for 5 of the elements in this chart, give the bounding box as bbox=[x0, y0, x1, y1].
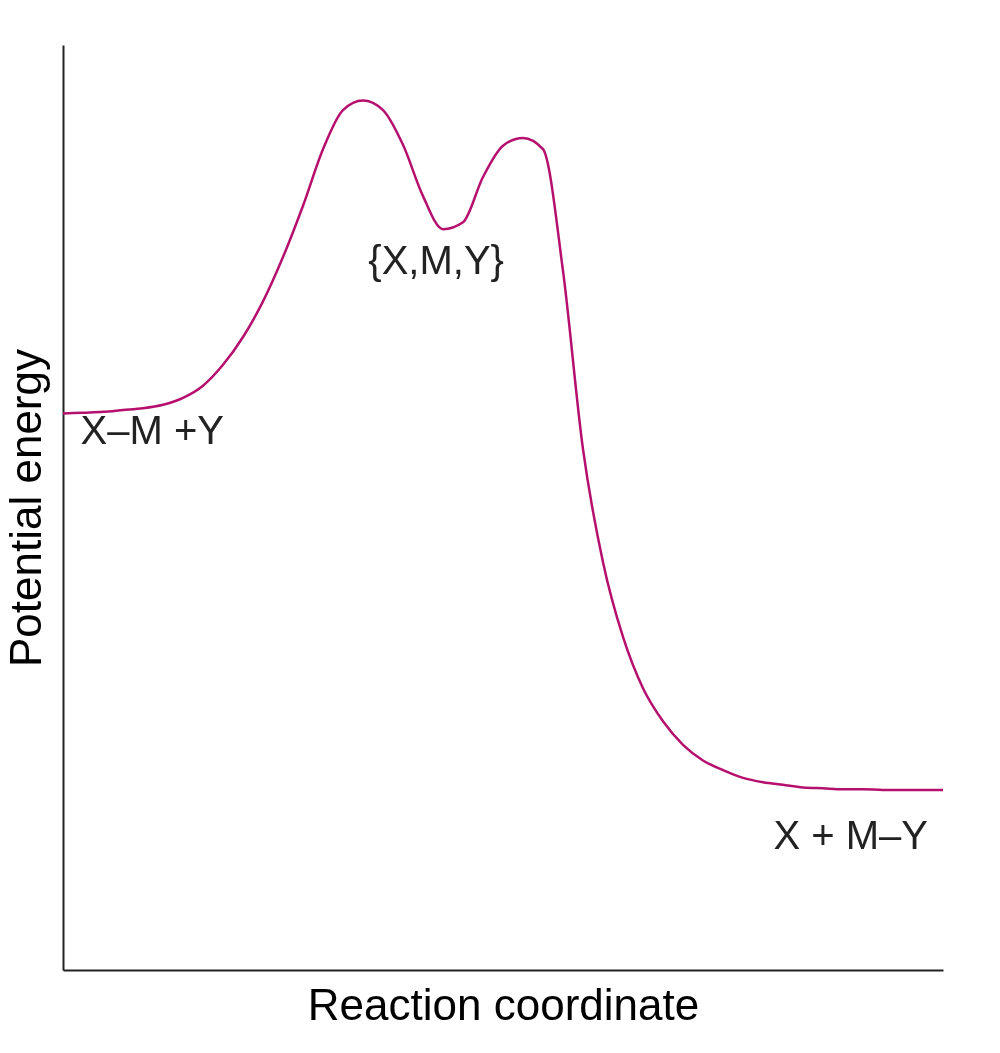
x-axis-title: Reaction coordinate bbox=[307, 979, 700, 1029]
y-axis-title: Potential energy bbox=[0, 349, 50, 667]
annotation: X + M–Y bbox=[773, 812, 929, 857]
annotation: {X,M,Y} bbox=[368, 238, 504, 283]
annotation: X–M +Y bbox=[80, 407, 225, 452]
